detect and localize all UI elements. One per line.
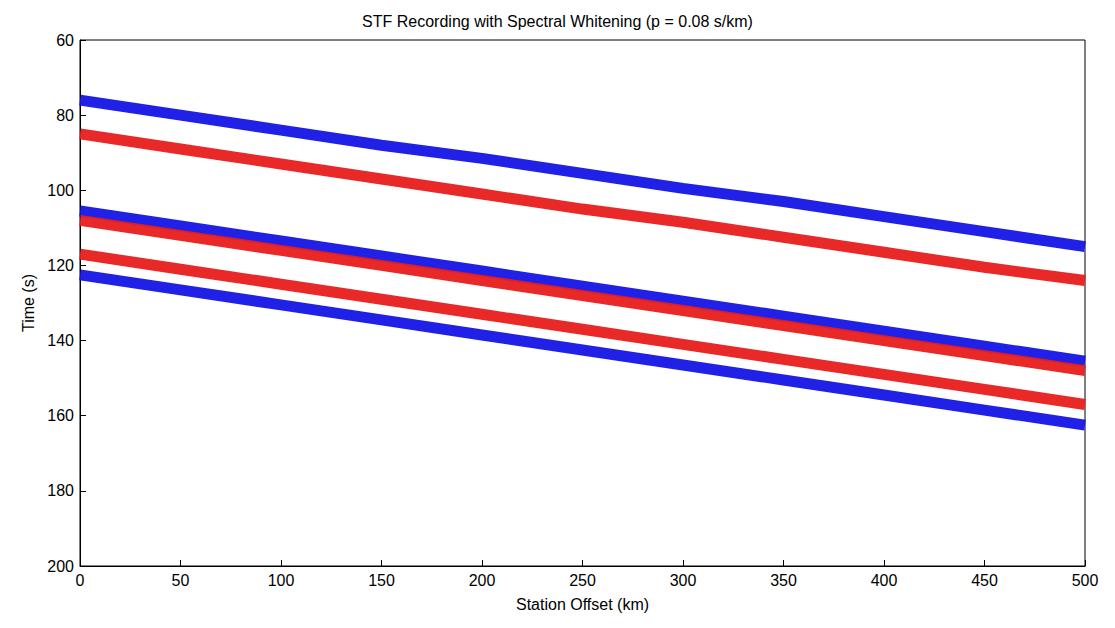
svg-text:450: 450 <box>971 572 998 589</box>
svg-text:Time (s): Time (s) <box>20 274 37 332</box>
svg-text:350: 350 <box>770 572 797 589</box>
svg-text:160: 160 <box>47 407 74 424</box>
svg-text:100: 100 <box>268 572 295 589</box>
svg-text:100: 100 <box>47 182 74 199</box>
svg-text:180: 180 <box>47 482 74 499</box>
svg-text:150: 150 <box>368 572 395 589</box>
svg-text:250: 250 <box>569 572 596 589</box>
svg-text:200: 200 <box>469 572 496 589</box>
svg-text:60: 60 <box>56 32 74 49</box>
svg-text:300: 300 <box>670 572 697 589</box>
svg-text:120: 120 <box>47 257 74 274</box>
svg-text:140: 140 <box>47 332 74 349</box>
svg-text:200: 200 <box>47 558 74 575</box>
svg-text:Station Offset (km): Station Offset (km) <box>516 596 649 613</box>
svg-text:50: 50 <box>172 572 190 589</box>
svg-text:STF Recording with Spectral Wh: STF Recording with Spectral Whitening (p… <box>362 13 753 30</box>
svg-text:400: 400 <box>871 572 898 589</box>
svg-text:80: 80 <box>56 107 74 124</box>
svg-text:0: 0 <box>76 572 85 589</box>
svg-text:500: 500 <box>1072 572 1099 589</box>
